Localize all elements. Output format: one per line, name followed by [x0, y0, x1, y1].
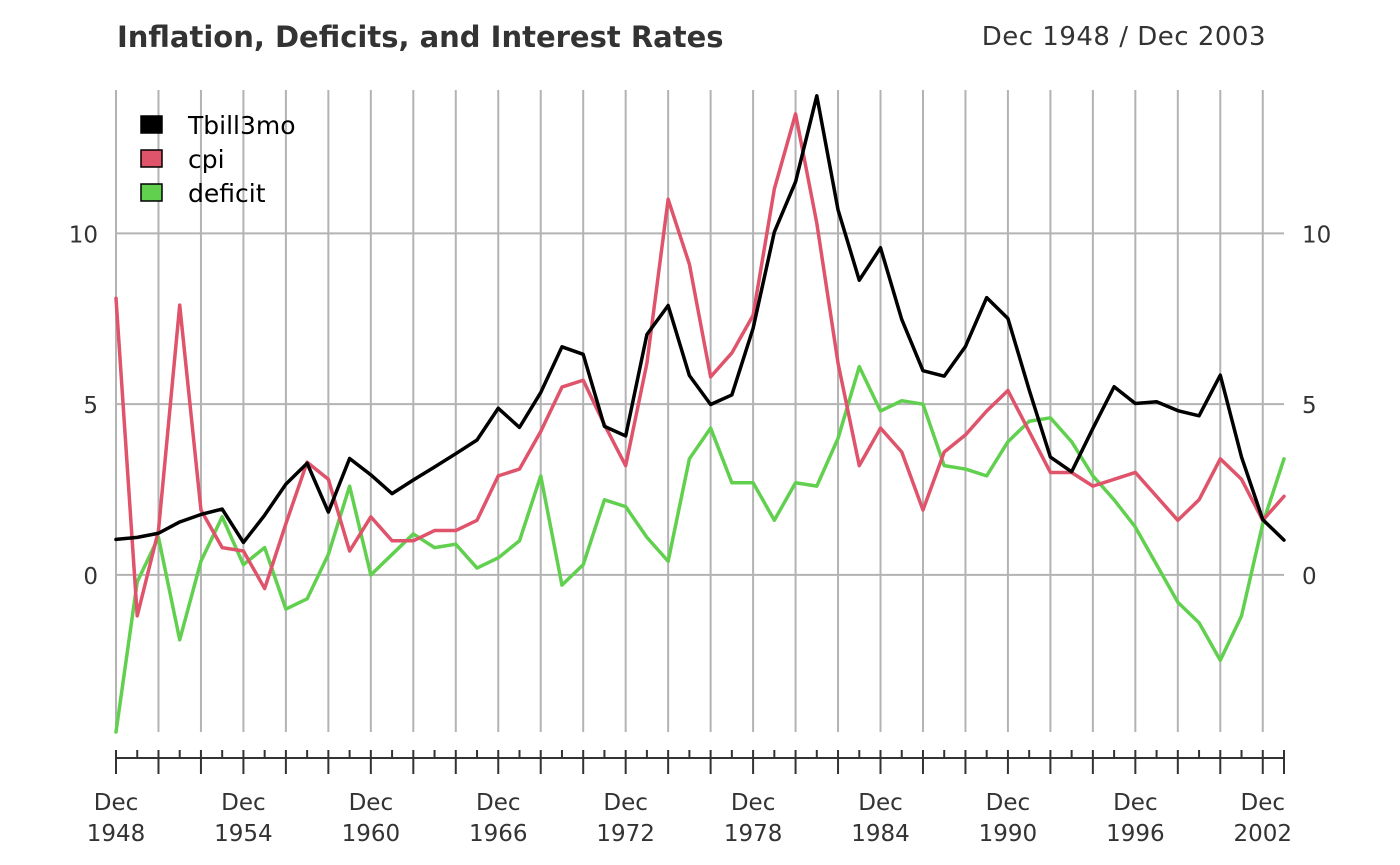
x-tick-label-month: Dec — [94, 790, 139, 816]
x-tick-label-month: Dec — [858, 790, 903, 816]
y-tick-label-left: 5 — [83, 393, 98, 419]
x-tick-label-year: 1972 — [596, 821, 655, 847]
x-tick-label-year: 1990 — [979, 821, 1038, 847]
date-range-label: Dec 1948 / Dec 2003 — [981, 22, 1266, 52]
legend-swatch — [140, 149, 163, 168]
y-tick-label-right: 5 — [1302, 393, 1317, 419]
x-tick-label-year: 1978 — [724, 821, 783, 847]
x-tick-label-month: Dec — [1241, 790, 1286, 816]
legend-swatch — [140, 115, 163, 134]
x-tick-label-year: 1954 — [214, 821, 273, 847]
grid-group — [115, 90, 1284, 732]
x-tick-label-year: 1996 — [1106, 821, 1165, 847]
x-tick-label-month: Dec — [986, 790, 1031, 816]
x-tick-label-month: Dec — [603, 790, 648, 816]
legend-swatch — [140, 183, 163, 202]
legend-label: cpi — [188, 145, 225, 174]
x-tick-label-month: Dec — [1113, 790, 1158, 816]
chart-title: Inflation, Deficits, and Interest Rates — [117, 20, 724, 54]
x-tick-label-year: 1960 — [342, 821, 401, 847]
y-tick-label-left: 10 — [69, 222, 98, 248]
legend-label: deficit — [188, 179, 266, 208]
x-tick-label-month: Dec — [221, 790, 266, 816]
x-tick-label-month: Dec — [476, 790, 521, 816]
y-tick-label-right: 0 — [1302, 564, 1317, 590]
x-tick-label-year: 2002 — [1233, 821, 1292, 847]
x-tick-label-year: 1948 — [87, 821, 146, 847]
x-tick-label-year: 1984 — [851, 821, 910, 847]
x-tick-label-year: 1966 — [469, 821, 528, 847]
series-line-tbill3mo — [114, 94, 1286, 545]
x-tick-label-month: Dec — [731, 790, 776, 816]
y-tick-label-left: 0 — [83, 564, 98, 590]
series-line-deficit — [114, 364, 1286, 734]
x-tick-label-month: Dec — [349, 790, 394, 816]
y-tick-label-right: 10 — [1302, 222, 1331, 248]
series-line-cpi — [114, 112, 1286, 618]
x-axis — [115, 750, 1285, 774]
legend: Tbill3mo cpi deficit — [140, 111, 296, 208]
legend-label: Tbill3mo — [187, 111, 296, 140]
